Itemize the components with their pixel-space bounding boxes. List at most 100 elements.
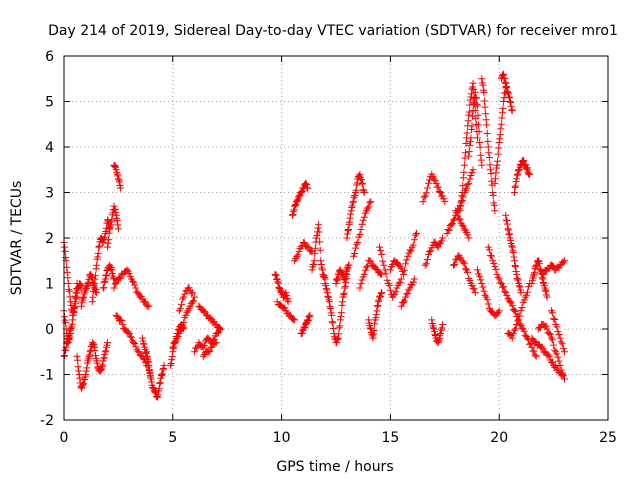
data-point xyxy=(322,285,330,293)
data-point xyxy=(93,289,101,297)
data-point xyxy=(511,261,519,269)
data-point xyxy=(530,347,538,355)
data-point xyxy=(508,107,516,115)
data-point xyxy=(493,161,501,169)
data-point xyxy=(508,334,516,342)
data-point xyxy=(370,330,378,338)
data-point xyxy=(429,324,437,332)
data-point xyxy=(467,90,475,98)
data-point xyxy=(72,289,80,297)
data-point xyxy=(107,221,115,229)
data-point xyxy=(422,260,430,268)
data-point xyxy=(465,234,473,242)
data-point xyxy=(508,243,516,251)
data-point xyxy=(498,114,506,122)
data-point xyxy=(297,189,305,196)
data-point xyxy=(535,260,543,268)
data-point xyxy=(64,274,72,282)
data-point xyxy=(541,286,549,294)
data-point xyxy=(532,263,540,271)
data-point xyxy=(538,343,546,351)
data-point xyxy=(455,215,463,223)
data-point xyxy=(494,308,502,316)
data-point xyxy=(62,319,70,327)
data-point xyxy=(528,343,536,351)
data-point xyxy=(200,341,208,349)
data-point xyxy=(483,130,491,138)
data-point xyxy=(481,291,489,299)
data-point xyxy=(191,293,199,301)
data-point xyxy=(281,290,289,298)
data-point xyxy=(90,343,98,351)
data-point xyxy=(143,354,151,362)
data-point xyxy=(95,243,103,251)
data-point xyxy=(441,198,449,206)
x-tick-label: 20 xyxy=(490,430,508,446)
data-point xyxy=(306,311,314,319)
data-point xyxy=(481,103,489,111)
data-point xyxy=(293,197,301,205)
data-point xyxy=(552,362,560,370)
data-point xyxy=(301,323,309,331)
data-point xyxy=(519,157,527,165)
data-point xyxy=(471,88,479,96)
data-point xyxy=(501,74,509,82)
y-tick-label: 3 xyxy=(45,186,54,202)
data-point xyxy=(464,181,472,189)
data-point xyxy=(131,339,139,347)
data-point xyxy=(466,141,474,149)
data-point xyxy=(104,339,112,347)
data-point xyxy=(526,170,534,178)
data-point xyxy=(298,187,306,195)
data-point xyxy=(358,220,366,228)
data-point xyxy=(348,203,356,211)
data-point xyxy=(559,344,567,352)
data-point xyxy=(459,258,467,266)
data-point xyxy=(69,311,77,319)
data-point xyxy=(88,298,96,306)
data-point xyxy=(464,268,472,276)
data-point xyxy=(337,309,345,317)
data-point xyxy=(440,195,448,203)
data-point xyxy=(467,126,475,134)
data-point xyxy=(404,252,412,260)
data-point xyxy=(505,230,513,238)
data-point xyxy=(472,94,480,102)
data-point xyxy=(434,243,442,251)
data-point xyxy=(478,75,486,83)
data-point xyxy=(511,183,519,191)
data-point xyxy=(329,325,337,333)
data-point xyxy=(367,257,375,265)
data-point xyxy=(404,289,412,297)
data-point xyxy=(107,265,115,273)
data-point xyxy=(338,301,346,309)
data-point xyxy=(372,314,380,322)
data-point xyxy=(375,296,383,304)
data-point xyxy=(482,116,490,124)
data-point xyxy=(99,361,107,369)
data-point xyxy=(119,320,127,328)
data-point xyxy=(450,216,458,224)
data-point xyxy=(75,371,83,378)
data-point xyxy=(421,261,429,269)
data-point xyxy=(547,334,555,342)
data-point xyxy=(333,275,341,283)
data-point xyxy=(345,226,353,234)
data-point xyxy=(514,276,522,284)
data-point xyxy=(461,265,469,273)
data-point xyxy=(101,275,109,283)
data-point xyxy=(550,315,558,323)
data-point xyxy=(423,256,431,264)
data-point xyxy=(160,364,168,372)
data-point xyxy=(364,204,372,212)
data-point xyxy=(66,333,74,341)
data-point xyxy=(310,261,318,269)
data-point xyxy=(531,351,539,359)
data-point xyxy=(158,371,166,378)
data-point xyxy=(488,252,496,260)
data-point xyxy=(510,253,518,261)
data-point xyxy=(339,298,347,306)
data-point xyxy=(378,289,386,297)
data-point xyxy=(419,198,427,206)
data-point xyxy=(421,192,429,200)
